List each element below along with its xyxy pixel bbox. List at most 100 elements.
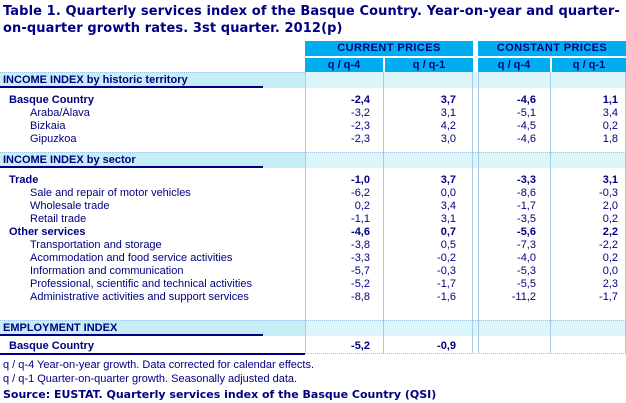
cell-current-qq1: -0,3 [383,265,473,278]
row-label: Basque Country [9,340,94,352]
services-index-table: CURRENT PRICES CONSTANT PRICES q / q-4 q… [0,41,626,355]
cell-current-qq4: -6,2 [305,187,383,200]
cell-current-qq4: -3,3 [305,252,383,265]
row-label: Other services [9,226,86,238]
cell-constant-qq4: -4,6 [478,94,550,107]
table-bottom-edge [0,353,626,355]
cell-constant-qq4: -4,5 [478,120,550,133]
cell-current-qq1: 3,7 [383,174,473,187]
cell-constant-qq1: 2,0 [550,200,626,213]
cell-constant-qq1: 0,2 [550,120,626,133]
cell-constant-qq1 [550,340,626,353]
header-empty-corner [0,56,305,72]
cell-current-qq1: 3,1 [383,107,473,120]
cell-constant-qq4: -5,1 [478,107,550,120]
cell-current-qq1: 0,5 [383,239,473,252]
cell-constant-qq1: 1,1 [550,94,626,107]
cell-constant-qq4: -5,3 [478,265,550,278]
cell-current-qq4: -2,4 [305,94,383,107]
cell-current-qq1: 4,2 [383,120,473,133]
cell-current-qq1: -0,2 [383,252,473,265]
table-row: Sale and repair of motor vehicles -6,2 0… [0,187,626,200]
row-label: Trade [9,174,39,186]
table-title: Table 1. Quarterly services index of the… [3,4,620,36]
cell-current-qq1: -1,6 [383,291,473,304]
cell-constant-qq4: -7,3 [478,239,550,252]
cell-current-qq4: -5,2 [305,340,383,353]
cell-current-qq4: 0,2 [305,200,383,213]
row-label: Administrative activities and support se… [30,291,249,303]
table-row: Basque Country -5,2 -0,9 [0,340,626,353]
row-label: Information and communication [30,265,184,277]
cell-current-qq1: 0,0 [383,187,473,200]
cell-current-qq4: -1,1 [305,213,383,226]
section-header-employment: EMPLOYMENT INDEX [0,320,626,336]
cell-constant-qq4: -3,5 [478,213,550,226]
cell-current-qq1: -1,7 [383,278,473,291]
row-label: Retail trade [30,213,87,225]
source-line: Source: EUSTAT. Quarterly services index… [3,388,437,401]
cell-current-qq4: -8,8 [305,291,383,304]
cell-current-qq4: -3,2 [305,107,383,120]
cell-current-qq4: -4,6 [305,226,383,239]
cell-constant-qq4: -5,5 [478,278,550,291]
section-title: EMPLOYMENT INDEX [0,320,305,336]
section-title: INCOME INDEX by historic territory [0,72,305,88]
header-empty-corner [0,41,305,56]
cell-constant-qq4 [478,340,550,353]
cell-constant-qq4: -5,6 [478,226,550,239]
cell-constant-qq4: -11,2 [478,291,550,304]
table-row: Retail trade -1,1 3,1 -3,5 0,2 [0,213,626,226]
cell-constant-qq1: 0,0 [550,265,626,278]
col-header-current-qq1: q / q-1 [383,56,473,72]
section-header-sector: INCOME INDEX by sector [0,152,626,168]
table-row: Trade -1,0 3,7 -3,3 3,1 [0,174,626,187]
cell-constant-qq1: 0,2 [550,213,626,226]
col-header-constant-qq1: q / q-1 [550,56,626,72]
current-prices-header: CURRENT PRICES [305,41,473,56]
row-label: Bizkaia [30,120,66,132]
row-label: Transportation and storage [30,239,162,251]
row-label: Professional, scientific and technical a… [30,278,252,290]
section-header-territory: INCOME INDEX by historic territory [0,72,626,88]
cell-current-qq4: -1,0 [305,174,383,187]
table-row: Administrative activities and support se… [0,291,626,304]
table-row: Araba/Álava -3,2 3,1 -5,1 3,4 [0,107,626,120]
table-row: Wholesale trade 0,2 3,4 -1,7 2,0 [0,200,626,213]
cell-current-qq1: 0,7 [383,226,473,239]
row-label: Wholesale trade [30,200,110,212]
cell-constant-qq4: -1,7 [478,200,550,213]
table-row: Acommodation and food service activities… [0,252,626,265]
footnotes: q / q-4 Year-on-year growth. Data correc… [0,355,626,402]
row-label: Basque Country [9,94,94,106]
cell-constant-qq1: 3,1 [550,174,626,187]
cell-constant-qq1: 1,8 [550,133,626,146]
row-label: Sale and repair of motor vehicles [30,187,191,199]
spacer-row [0,304,626,320]
cell-constant-qq1: -1,7 [550,291,626,304]
col-header-current-qq4: q / q-4 [305,56,383,72]
table-row: Basque Country -2,4 3,7 -4,6 1,1 [0,94,626,107]
section-title: INCOME INDEX by sector [0,152,305,168]
cell-current-qq4: -5,2 [305,278,383,291]
cell-current-qq4: -2,3 [305,120,383,133]
col-header-constant-qq4: q / q-4 [478,56,550,72]
cell-constant-qq4: -4,0 [478,252,550,265]
cell-current-qq1: 3,7 [383,94,473,107]
footnote-qq4: q / q-4 Year-on-year growth. Data correc… [3,359,315,371]
row-label: Gipuzkoa [30,133,77,145]
table-row: Information and communication -5,7 -0,3 … [0,265,626,278]
cell-constant-qq4: -3,3 [478,174,550,187]
table-row: Other services -4,6 0,7 -5,6 2,2 [0,226,626,239]
cell-constant-qq4: -4,6 [478,133,550,146]
cell-current-qq4: -2,3 [305,133,383,146]
cell-constant-qq1: 3,4 [550,107,626,120]
footnote-qq1: q / q-1 Quarter-on-quarter growth. Seaso… [3,373,298,385]
cell-current-qq1: 3,1 [383,213,473,226]
row-label: Acommodation and food service activities [30,252,233,264]
table-row: Transportation and storage -3,8 0,5 -7,3… [0,239,626,252]
header-row-groups: CURRENT PRICES CONSTANT PRICES [0,41,626,56]
cell-constant-qq1: -0,3 [550,187,626,200]
cell-constant-qq1: -2,2 [550,239,626,252]
